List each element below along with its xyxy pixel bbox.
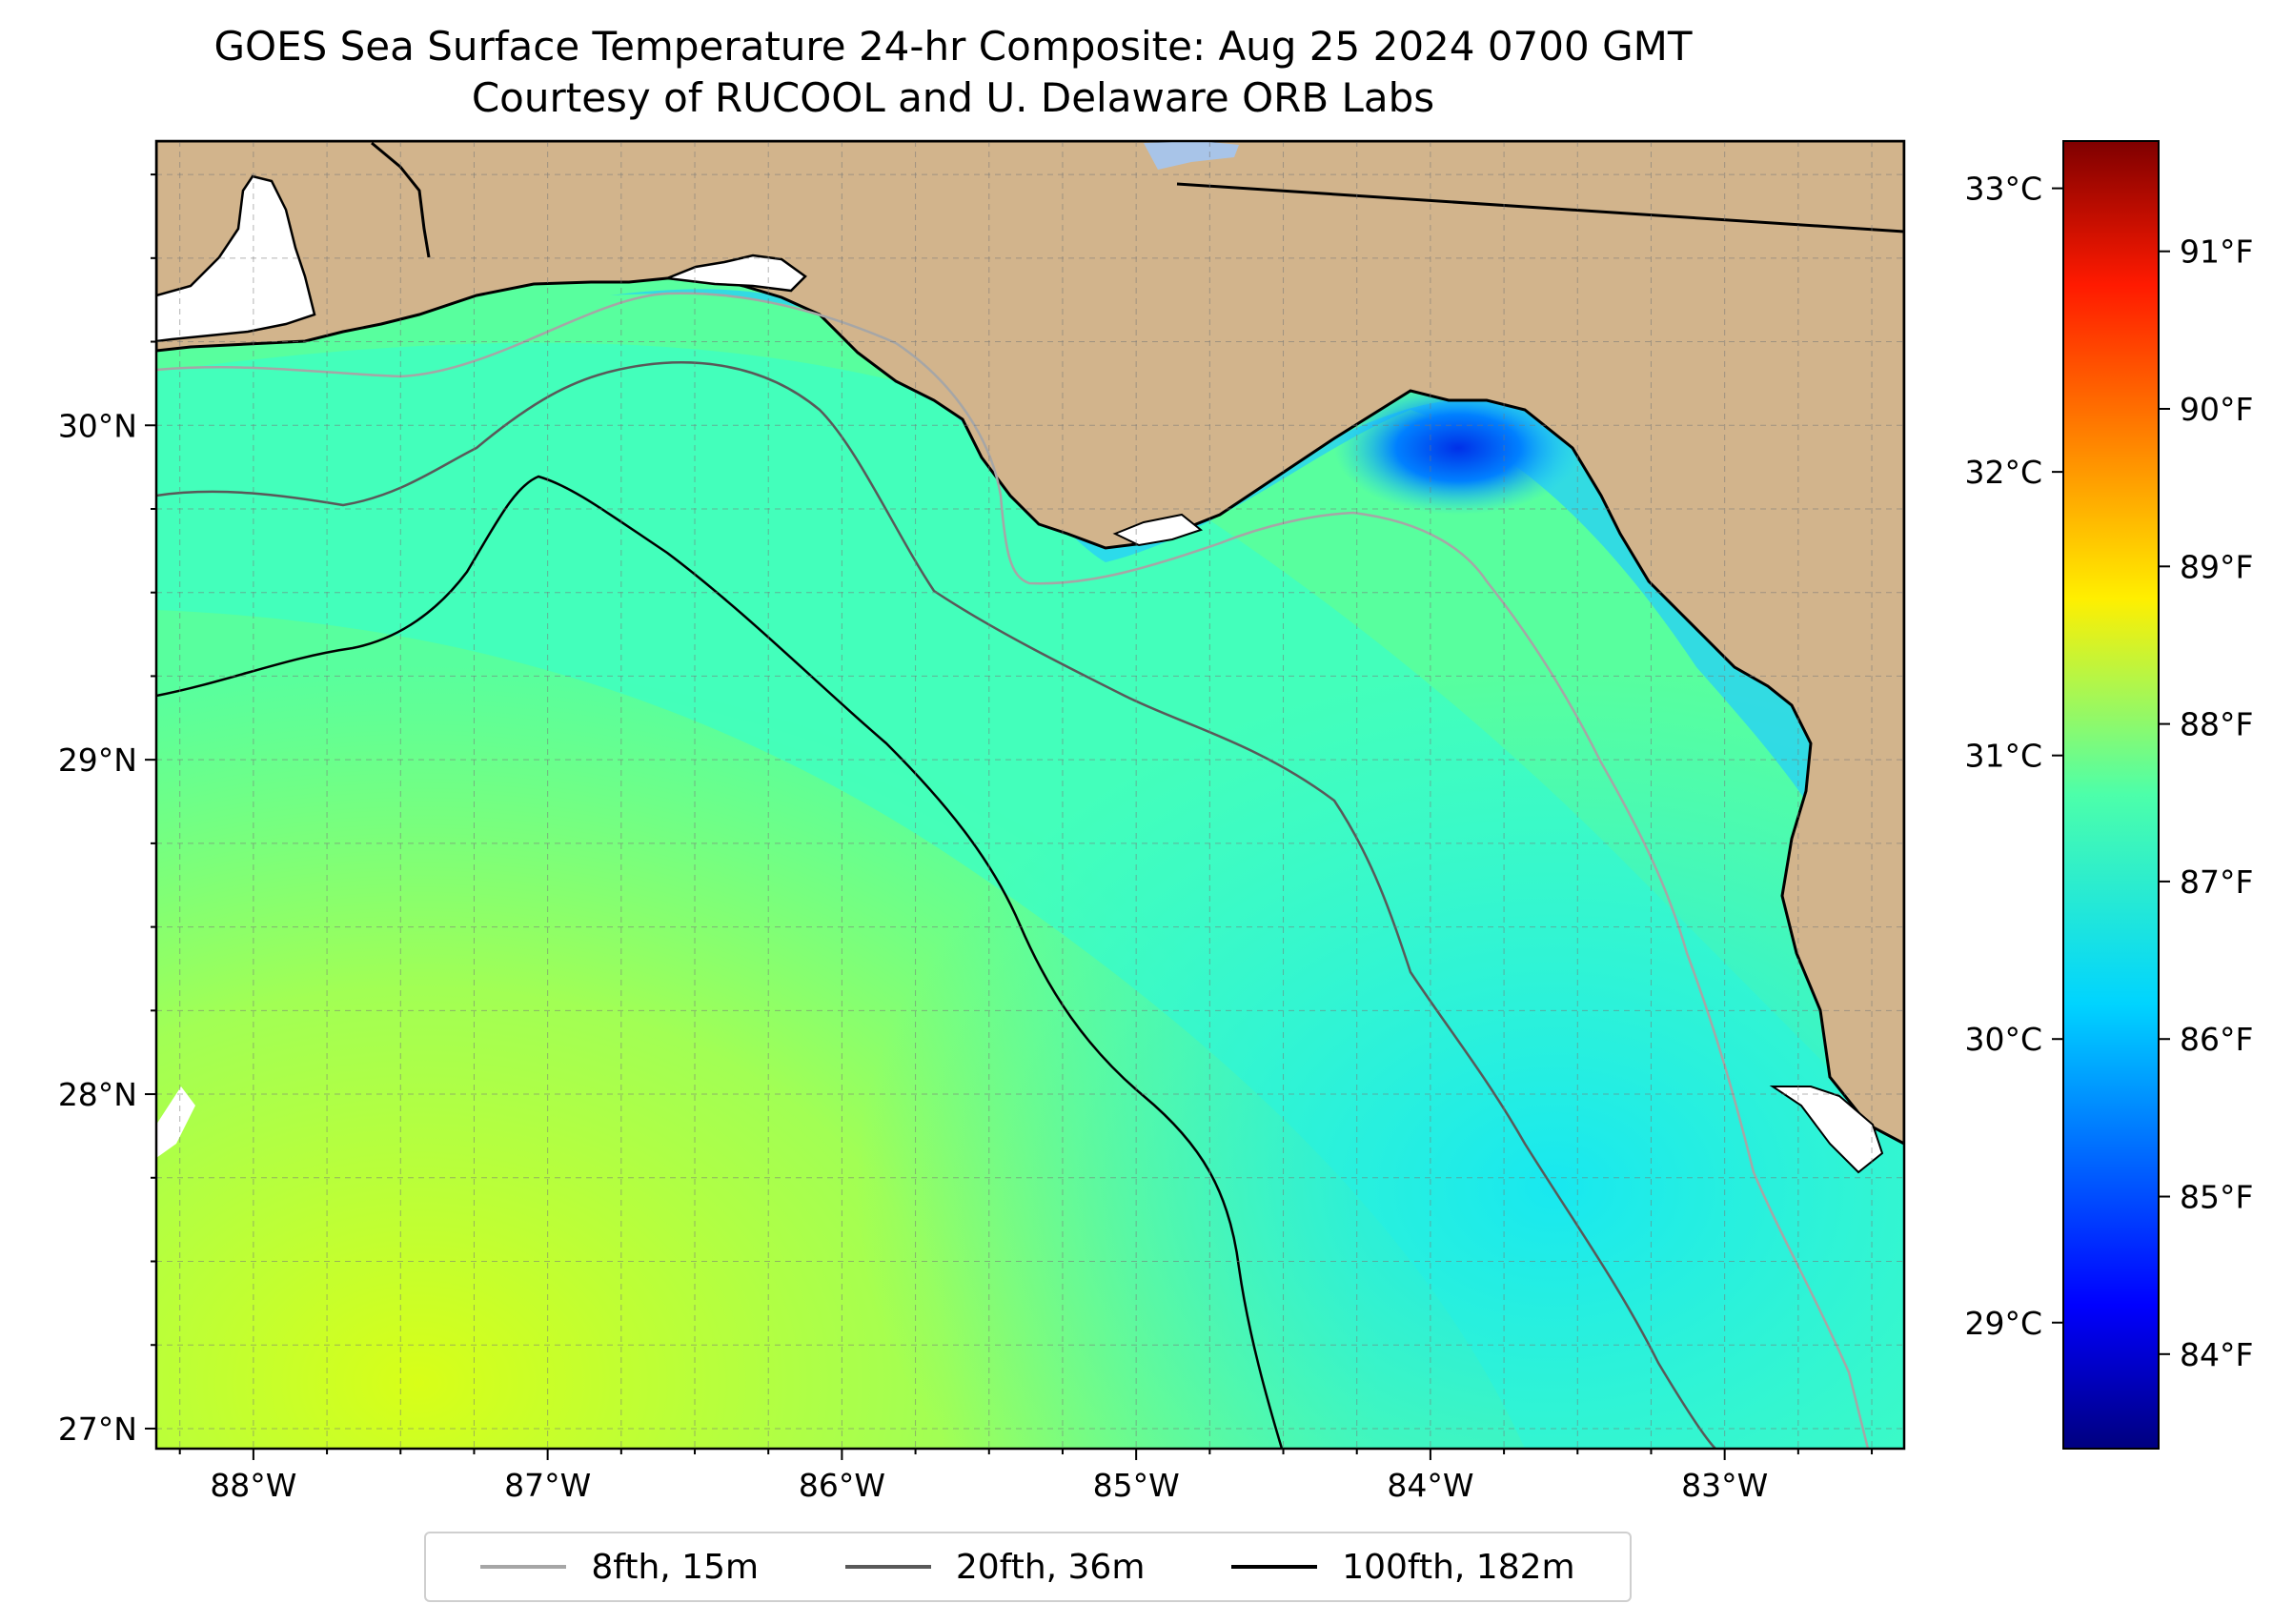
- legend-item-100fth: 100fth, 182m: [1231, 1547, 1575, 1587]
- legend-swatch: [1231, 1565, 1318, 1569]
- lon-tick-label: 85°W: [1093, 1467, 1180, 1504]
- map-title: GOES Sea Surface Temperature 24-hr Compo…: [213, 23, 1693, 70]
- coldest-water-patch: [1334, 381, 1582, 515]
- colorbar: [2062, 140, 2160, 1450]
- longitude-axis: 88°W 87°W 86°W 85°W 84°W 83°W: [178, 1449, 1874, 1504]
- lat-tick-label: 27°N: [58, 1411, 137, 1448]
- colorbar-c-label: 30°C: [1964, 1021, 2042, 1058]
- lat-tick-label: 30°N: [58, 407, 137, 444]
- nodata-speck: [156, 1086, 195, 1158]
- state-border-al-fl: [371, 141, 431, 258]
- state-border: [1176, 182, 1904, 233]
- colorbar-c-label: 32°C: [1964, 454, 2042, 491]
- legend-swatch: [480, 1565, 567, 1569]
- colorbar-c-label: 31°C: [1964, 738, 2042, 775]
- latitude-axis: 27°N 28°N 29°N 30°N: [58, 173, 156, 1448]
- contour-8fth-15m: [156, 292, 1870, 1449]
- legend-item-8fth: 8fth, 15m: [480, 1548, 759, 1587]
- inland-lake: [1144, 141, 1239, 170]
- colorbar-f-label: 84°F: [2180, 1336, 2253, 1373]
- choctawhatchee-bay-nodata: [666, 254, 807, 293]
- map-subtitle: Courtesy of RUCOOL and U. Delaware ORB L…: [471, 74, 1435, 121]
- legend-label: 8fth, 15m: [591, 1547, 760, 1587]
- legend-label: 100fth, 182m: [1342, 1547, 1575, 1587]
- lat-tick-label: 28°N: [58, 1076, 137, 1113]
- contour-legend: 8fth, 15m 20fth, 36m 100fth, 182m: [424, 1532, 1632, 1602]
- colorbar-f-label: 86°F: [2180, 1021, 2253, 1058]
- lon-tick-label: 87°W: [504, 1467, 591, 1504]
- mobile-bay-nodata: [156, 174, 316, 343]
- colorbar-c-label: 33°C: [1964, 171, 2042, 208]
- contour-100fth-182m: [156, 475, 1284, 1449]
- map-plot-area: [156, 141, 1904, 1449]
- colorbar-f-label: 87°F: [2180, 863, 2253, 901]
- lon-tick-label: 86°W: [799, 1467, 885, 1504]
- legend-label: 20fth, 36m: [955, 1547, 1146, 1587]
- legend-item-20fth: 20fth, 36m: [844, 1547, 1146, 1587]
- colorbar-f-label: 88°F: [2180, 706, 2253, 743]
- colorbar-fahrenheit-axis: 84°F 85°F 86°F 87°F 88°F 89°F 90°F 91°F: [2159, 233, 2253, 1373]
- lon-tick-label: 84°W: [1387, 1467, 1473, 1504]
- map-frame: [154, 139, 1906, 1451]
- legend-swatch: [844, 1565, 931, 1569]
- colorbar-f-label: 85°F: [2180, 1179, 2253, 1216]
- tampa-bay-nodata: [1769, 1086, 1884, 1174]
- lon-tick-label: 88°W: [210, 1467, 296, 1504]
- colorbar-f-label: 90°F: [2180, 391, 2253, 428]
- colorbar-f-label: 89°F: [2180, 548, 2253, 585]
- contour-20fth-36m: [156, 361, 1716, 1449]
- lon-tick-label: 83°W: [1681, 1467, 1768, 1504]
- apalachicola-bay-nodata: [1112, 513, 1204, 547]
- lat-tick-label: 29°N: [58, 741, 137, 779]
- colorbar-c-label: 29°C: [1964, 1305, 2042, 1342]
- colorbar-f-label: 91°F: [2180, 233, 2253, 271]
- colorbar-celsius-axis: 29°C 30°C 31°C 32°C 33°C: [1964, 171, 2063, 1342]
- gridlines: [156, 141, 1904, 1449]
